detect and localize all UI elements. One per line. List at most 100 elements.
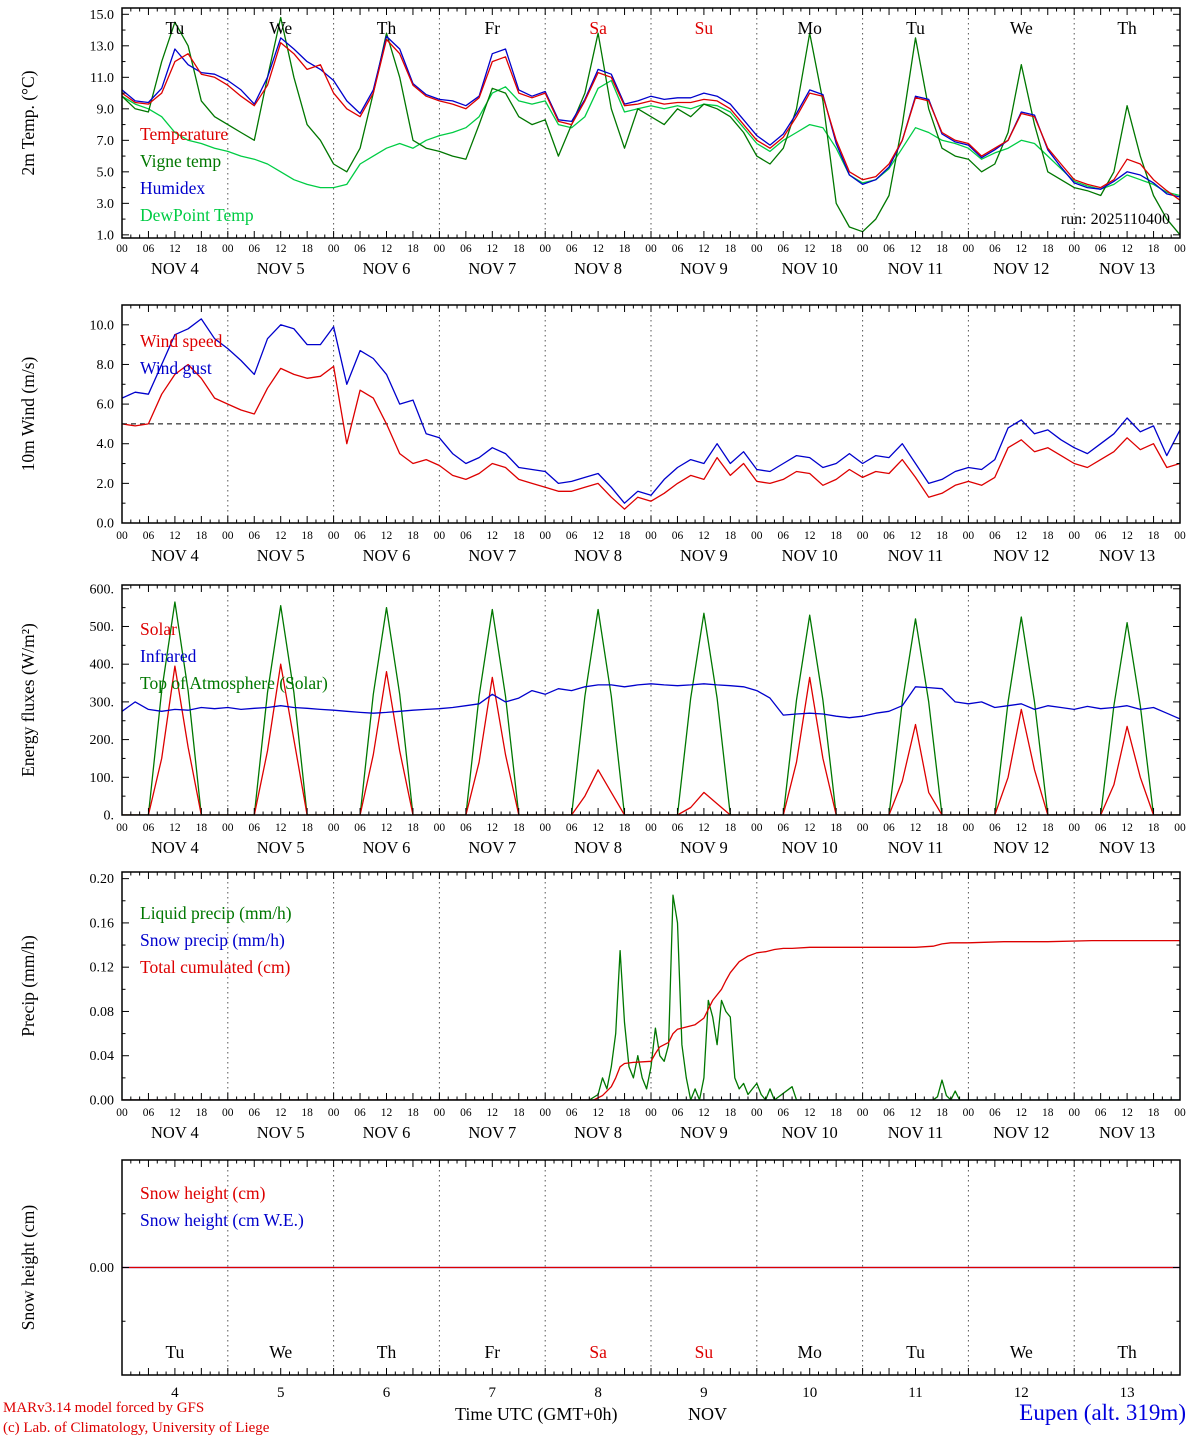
date-label: NOV 12 [993,259,1049,278]
hour-label: 00 [222,822,234,834]
hour-label: 06 [460,530,472,542]
y-tick-label: 13.0 [90,39,115,54]
hour-label: 18 [301,243,313,255]
hour-label: 06 [883,243,895,255]
hour-label: 06 [883,1107,895,1119]
hour-label: 00 [857,530,869,542]
credit-line-2: (c) Lab. of Climatology, University of L… [3,1420,270,1436]
legend-dewpoint-temp: DewPoint Temp [140,205,254,225]
hour-label: 18 [725,243,737,255]
hour-label: 12 [804,530,816,542]
weekday-label: Fr [485,18,501,38]
hour-label: 12 [275,243,287,255]
hour-label: 06 [778,243,790,255]
legend-solar: Solar [140,619,177,639]
hour-label: 06 [460,243,472,255]
hour-label: 06 [354,822,366,834]
hour-label: 12 [169,530,181,542]
date-label: NOV 4 [151,546,199,565]
hour-label: 18 [619,243,631,255]
hour-label: 00 [1068,822,1080,834]
weekday-label: Tu [165,18,184,38]
date-label: NOV 6 [363,1123,411,1142]
hour-label: 12 [698,530,710,542]
hour-label: 18 [725,822,737,834]
date-label: NOV 4 [151,838,199,857]
hour-label: 18 [830,243,842,255]
hour-label: 12 [381,822,393,834]
hour-label: 00 [116,530,128,542]
series-dewpoint-temp [122,79,1180,197]
hour-label: 12 [698,822,710,834]
hour-label: 12 [1121,1107,1133,1119]
hour-label: 18 [725,1107,737,1119]
hour-label: 12 [910,822,922,834]
hour-label: 00 [751,243,763,255]
weekday-label: Fr [485,1342,501,1362]
hour-label: 00 [857,822,869,834]
y-tick-label: 10.0 [90,318,115,333]
weekday-label: We [1010,18,1033,38]
y-tick-label: 500. [90,620,115,635]
y-tick-label: 400. [90,658,115,673]
legend-infrared: Infrared [140,646,197,666]
hour-label: 00 [857,243,869,255]
date-label: NOV 8 [574,1123,622,1142]
hour-label: 12 [381,1107,393,1119]
date-label: NOV 10 [782,259,838,278]
hour-label: 18 [513,822,525,834]
y-tick-label: 6.0 [97,398,115,413]
station-label: Eupen (alt. 319m) [1019,1400,1186,1425]
weekday-label: We [269,1342,292,1362]
hour-label: 12 [1121,530,1133,542]
hour-label: 00 [1068,243,1080,255]
hour-label: 06 [249,822,261,834]
date-label: NOV 5 [257,259,305,278]
hour-label: 12 [169,243,181,255]
y-tick-label: 0. [104,809,115,824]
hour-label: 06 [143,1107,155,1119]
hour-label: 00 [1174,1107,1186,1119]
y-tick-label: 9.0 [97,102,115,117]
date-label: NOV 12 [993,546,1049,565]
hour-label: 18 [1042,243,1054,255]
hour-label: 18 [1042,1107,1054,1119]
date-label: NOV 10 [782,546,838,565]
date-label: NOV 5 [257,546,305,565]
legend-wind-speed: Wind speed [140,331,223,351]
hour-label: 06 [249,1107,261,1119]
hour-label: 06 [566,243,578,255]
hour-label: 12 [698,1107,710,1119]
date-label: NOV 9 [680,546,728,565]
date-label: NOV 7 [468,1123,516,1142]
hour-label: 18 [513,530,525,542]
hour-label: 00 [116,1107,128,1119]
series-liquid-precip-mm-h- [122,894,1180,1100]
hour-label: 00 [539,530,551,542]
legend-total-cumulated-cm-: Total cumulated (cm) [140,957,291,977]
run-label: run: 2025110400 [1061,211,1170,228]
hour-label: 18 [301,822,313,834]
y-tick-label: 2.0 [97,477,115,492]
model-credit: MARv3.14 model forced by GFS (c) Lab. of… [3,1398,269,1438]
time-axis-label: Time UTC (GMT+0h) [455,1404,618,1424]
day-number-label: 10 [802,1385,817,1401]
day-number-label: 6 [383,1385,391,1401]
hour-label: 12 [381,530,393,542]
day-number-label: 12 [1014,1385,1029,1401]
y-axis-title: Snow height (cm) [18,1205,38,1331]
y-tick-label: 0.0 [97,517,115,532]
hour-label: 06 [989,1107,1001,1119]
hour-label: 12 [487,1107,499,1119]
date-label: NOV 9 [680,259,728,278]
panel-0: 1.0 3.0 5.0 7.0 9.0 11.0 13.0 15.0 00 06 12 18 00 06 1… [18,7,1186,278]
hour-label: 00 [1174,243,1186,255]
hour-label: 18 [619,1107,631,1119]
weekday-label: Mo [798,1342,823,1362]
date-label: NOV 13 [1099,838,1155,857]
date-label: NOV 8 [574,838,622,857]
hour-label: 18 [936,243,948,255]
day-number-label: 5 [277,1385,285,1401]
